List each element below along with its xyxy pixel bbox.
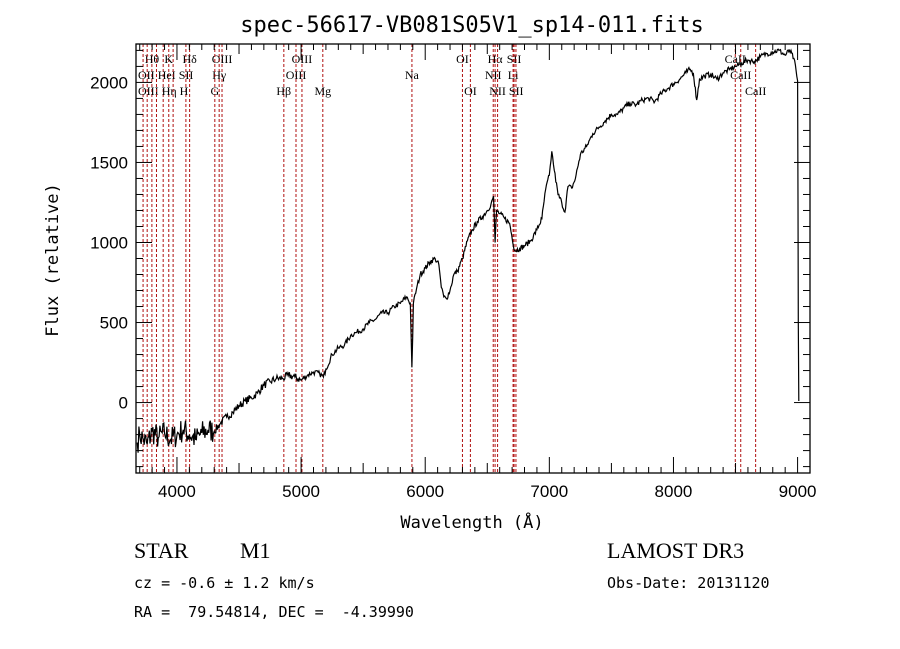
object-class: STAR <box>134 538 189 563</box>
x-axis-label: Wavelength (Å) <box>400 511 543 533</box>
chart-title: spec-56617-VB081S05V1_sp14-011.fits <box>240 13 704 38</box>
spectral-line-label: OIII <box>212 52 233 66</box>
spectral-line-label: Na <box>405 68 420 82</box>
spectral-line-label: NII <box>489 84 506 98</box>
spectral-line-label: OIII <box>292 52 313 66</box>
spectral-line-label: Hγ <box>212 68 227 82</box>
obs-date: Obs-Date: 20131120 <box>607 574 770 592</box>
spectral-line-label: NII <box>485 68 502 82</box>
spectral-line-label: K <box>164 52 173 66</box>
spectral-line-label: CaII <box>745 84 766 98</box>
spectral-line-label: SII <box>509 84 524 98</box>
spectral-line-label: OII <box>138 68 155 82</box>
spectral-line-label: Hδ <box>183 52 198 66</box>
spectral-line-label: H <box>180 84 189 98</box>
x-tick-label: 7000 <box>530 482 568 501</box>
spectral-line-label: Mg <box>315 84 332 98</box>
spectral-line-label: Hη <box>162 84 177 98</box>
spectral-line-label: G <box>211 84 220 98</box>
spectrum-line <box>136 48 800 453</box>
spectral-line-label: OIII <box>138 84 159 98</box>
x-tick-label: 6000 <box>406 482 444 501</box>
spectral-line-label: HeI <box>158 68 176 82</box>
y-tick-label: 1500 <box>90 153 128 172</box>
x-tick-label: 4000 <box>158 482 196 501</box>
x-tick-label: 5000 <box>282 482 320 501</box>
spectral-line-label: CaII <box>730 68 751 82</box>
x-tick-label: 9000 <box>779 482 817 501</box>
spectral-line-label: SII <box>507 52 522 66</box>
spectral-line-label: Hβ <box>276 84 291 98</box>
y-tick-label: 1000 <box>90 233 128 252</box>
spectral-line-label: OI <box>456 52 469 66</box>
object-subclass: M1 <box>240 538 271 563</box>
y-tick-label: 500 <box>100 314 128 333</box>
spectral-line-label: Hθ <box>145 52 160 66</box>
axis-ticks: 4000 5000 6000 7000 8000 9000 0 500 1000 1500 2000 <box>90 44 817 501</box>
spectral-line-label: Li <box>508 68 519 82</box>
coordinates-text: RA = 79.54814, DEC = -4.39990 <box>134 603 414 621</box>
y-tick-label: 2000 <box>90 73 128 92</box>
spectral-line-label: Hα <box>488 52 504 66</box>
spectral-line-label: SII <box>179 68 194 82</box>
spectral-line-label: OI <box>464 84 477 98</box>
redshift-text: cz = -0.6 ± 1.2 km/s <box>134 574 315 592</box>
y-tick-label: 0 <box>119 394 128 413</box>
spectral-line-label: OIII <box>286 68 307 82</box>
y-axis-label: Flux (relative) <box>43 183 63 337</box>
x-tick-label: 8000 <box>655 482 693 501</box>
survey-label: LAMOST DR3 <box>607 538 745 563</box>
